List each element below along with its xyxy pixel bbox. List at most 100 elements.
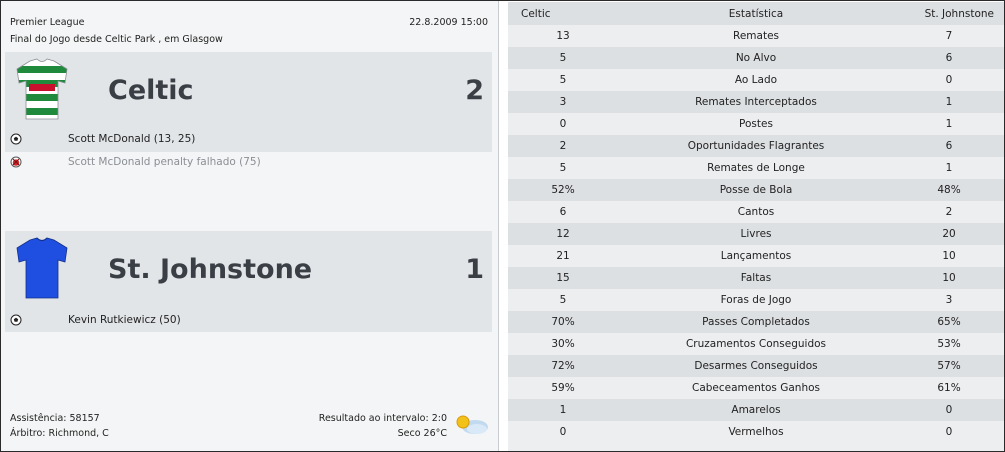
away-value: 6 [945,140,953,152]
away-value: 61% [937,382,961,394]
statistic-name: Passes Completados [702,316,810,328]
home-value: 15 [556,272,570,284]
weather: Seco 26°C [397,428,447,439]
away-value: 65% [937,316,961,328]
away-value: 1 [945,118,953,130]
sun-cloud-icon [456,415,488,434]
match-datetime: 22.8.2009 15:00 [409,17,488,28]
table-row: 12 Livres 20 [508,223,1004,245]
statistic-name: Remates de Longe [707,162,805,174]
away-value: 6 [945,52,953,64]
home-team-name[interactable]: Celtic [108,75,194,106]
statistic-name: Remates [733,30,779,42]
away-value: 57% [937,360,961,372]
table-row: 15 Faltas 10 [508,267,1004,289]
statistic-name: Vermelhos [728,426,784,438]
home-value: 5 [559,52,567,64]
home-value: 13 [556,30,570,42]
home-value: 3 [559,96,567,108]
home-value: 5 [559,162,567,174]
home-value: 5 [559,74,567,86]
statistic-name: Amarelos [731,404,781,416]
home-value: 30% [551,338,575,350]
ball-icon [10,133,22,145]
match-venue: Final do Jogo desde Celtic Park , em Gla… [10,34,223,45]
table-row: 1 Amarelos 0 [508,399,1004,421]
away-value: 10 [942,250,956,262]
match-summary-panel: Premier League 22.8.2009 15:00 Final do … [1,1,499,451]
home-value: 2 [559,140,567,152]
event-text[interactable]: Kevin Rutkiewicz (50) [68,314,181,326]
table-row: 52% Posse de Bola 48% [508,179,1004,201]
ball-icon [10,314,22,326]
table-row: 3 Remates Interceptados 1 [508,91,1004,113]
plain-shirt-icon [16,237,68,299]
away-value: 0 [945,404,953,416]
away-value: 0 [945,74,953,86]
away-value: 53% [937,338,961,350]
away-team-block: St. Johnstone 1 [5,231,492,332]
away-value: 48% [937,184,961,196]
home-value: 6 [559,206,567,218]
table-row: 0 Vermelhos 0 [508,421,1004,443]
header-statistic: Estatística [728,8,784,20]
away-value: 10 [942,272,956,284]
event-text[interactable]: Scott McDonald (13, 25) [68,133,196,145]
table-row: 59% Cabeceamentos Ganhos 61% [508,377,1004,399]
away-value: 2 [945,206,953,218]
table-row: 13 Remates 7 [508,25,1004,47]
home-value: 12 [556,228,570,240]
event-text[interactable]: Scott McDonald penalty falhado (75) [68,156,261,168]
home-missed-penalty-event: Scott McDonald penalty falhado (75) [5,153,492,173]
home-goal-event: Scott McDonald (13, 25) [5,130,492,150]
table-row: 70% Passes Completados 65% [508,311,1004,333]
statistic-name: Oportunidades Flagrantes [687,140,825,152]
table-row: 2 Oportunidades Flagrantes 6 [508,135,1004,157]
home-value: 1 [559,404,567,416]
table-row: 5 Foras de Jogo 3 [508,289,1004,311]
table-row: 6 Cantos 2 [508,201,1004,223]
table-row: 5 Ao Lado 0 [508,69,1004,91]
statistic-name: Cantos [737,206,775,218]
home-value: 52% [551,184,575,196]
away-value: 1 [945,96,953,108]
away-value: 1 [945,162,953,174]
statistic-name: Lançamentos [720,250,792,262]
statistic-name: Livres [740,228,772,240]
home-team-score: 2 [465,75,484,106]
statistic-name: Ao Lado [734,74,778,86]
statistic-name: Postes [739,118,773,130]
table-row: 5 Remates de Longe 1 [508,157,1004,179]
statistics-header: Celtic Estatística St. Johnstone [508,2,1004,25]
home-value: 0 [559,118,567,130]
home-value: 5 [559,294,567,306]
statistic-name: No Alvo [735,52,777,64]
header-away-team: St. Johnstone [924,8,994,20]
away-value: 20 [942,228,956,240]
table-row: 30% Cruzamentos Conseguidos 53% [508,333,1004,355]
away-value: 3 [945,294,953,306]
statistics-panel: Celtic Estatística St. Johnstone 13 Remat… [508,2,1004,451]
halftime-score: Resultado ao intervalo: 2:0 [318,413,447,424]
attendance: Assistência: 58157 [10,413,100,424]
home-value: 59% [551,382,575,394]
away-goal-event: Kevin Rutkiewicz (50) [5,311,492,331]
home-value: 72% [551,360,575,372]
competition-name[interactable]: Premier League [10,17,85,28]
statistic-name: Foras de Jogo [720,294,792,306]
table-row: 21 Lançamentos 10 [508,245,1004,267]
away-value: 0 [945,426,953,438]
away-team-name[interactable]: St. Johnstone [108,254,313,285]
hooped-shirt-icon [16,58,68,120]
home-team-block: Celtic 2 [5,52,492,152]
statistic-name: Cruzamentos Conseguidos [685,338,827,350]
header-home-team: Celtic [521,8,551,20]
referee[interactable]: Árbitro: Richmond, C [10,428,109,439]
away-team-score: 1 [465,254,484,285]
table-row: 72% Desarmes Conseguidos 57% [508,355,1004,377]
table-row: 5 No Alvo 6 [508,47,1004,69]
statistic-name: Remates Interceptados [695,96,817,108]
home-value: 70% [551,316,575,328]
home-value: 21 [556,250,570,262]
